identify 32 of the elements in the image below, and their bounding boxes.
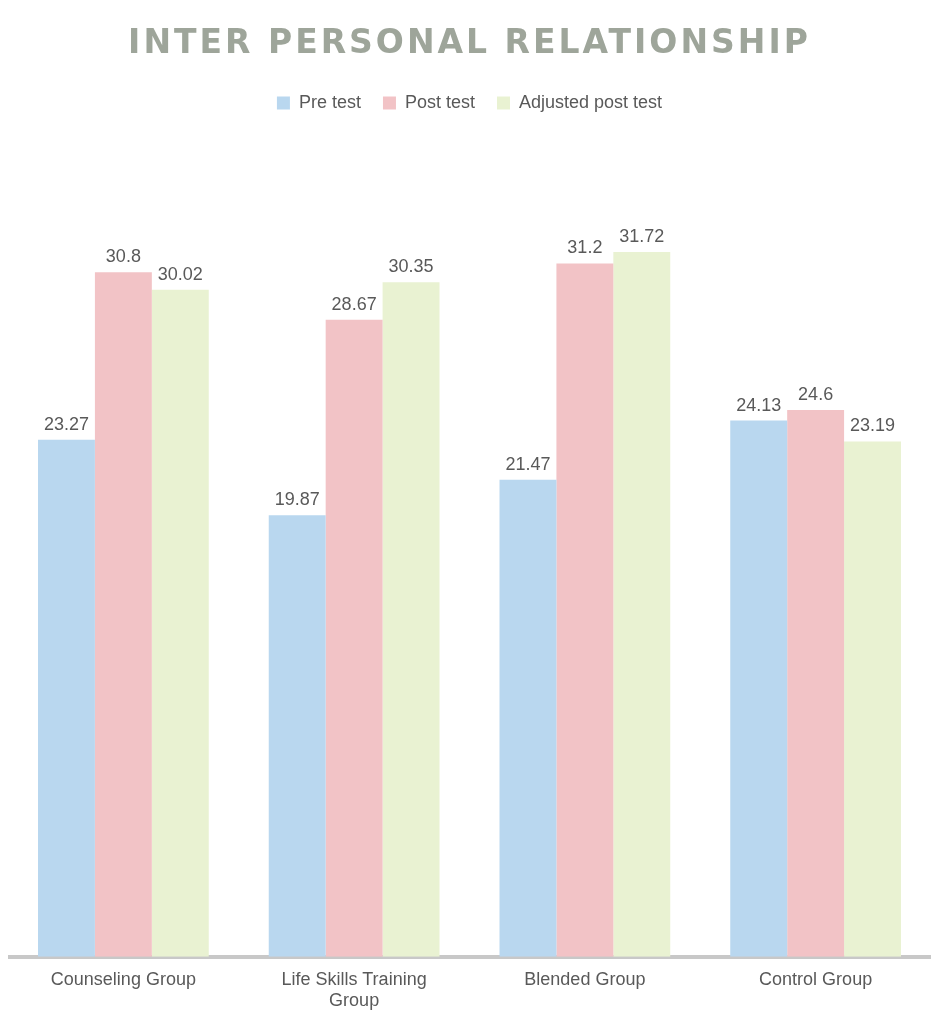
data-label: 31.2 <box>567 237 603 258</box>
data-label: 24.13 <box>736 394 782 415</box>
data-label: 28.67 <box>331 293 377 314</box>
data-label: 30.35 <box>388 256 434 277</box>
bar <box>268 515 326 957</box>
bar <box>382 282 440 957</box>
bar <box>325 319 383 957</box>
data-label: 24.6 <box>798 384 834 405</box>
bar <box>844 441 901 957</box>
bar <box>730 420 788 957</box>
x-tick-label: Counseling Group <box>50 968 196 989</box>
bar <box>151 289 209 957</box>
data-label: 23.27 <box>43 413 89 434</box>
data-label: 30.02 <box>157 263 203 284</box>
bar <box>94 272 152 957</box>
bar <box>556 263 614 957</box>
bar <box>38 439 95 957</box>
chart-title: INTER PERSONAL RELATIONSHIP <box>127 21 812 62</box>
data-label: 31.72 <box>619 225 665 246</box>
data-label: 21.47 <box>505 453 551 474</box>
legend-label: Post test <box>404 91 475 112</box>
bar <box>613 251 671 957</box>
legend-label: Adjusted post test <box>518 91 663 112</box>
bar <box>787 410 845 957</box>
data-label: 19.87 <box>274 489 320 510</box>
data-label: 23.19 <box>850 415 896 436</box>
x-tick-label: Blended Group <box>524 968 646 989</box>
legend-label: Pre test <box>298 91 361 112</box>
x-tick-label: Life Skills Training Group <box>281 968 427 1011</box>
data-label: 30.8 <box>105 246 141 267</box>
bar <box>499 479 557 957</box>
x-tick-label: Control Group <box>759 968 873 989</box>
